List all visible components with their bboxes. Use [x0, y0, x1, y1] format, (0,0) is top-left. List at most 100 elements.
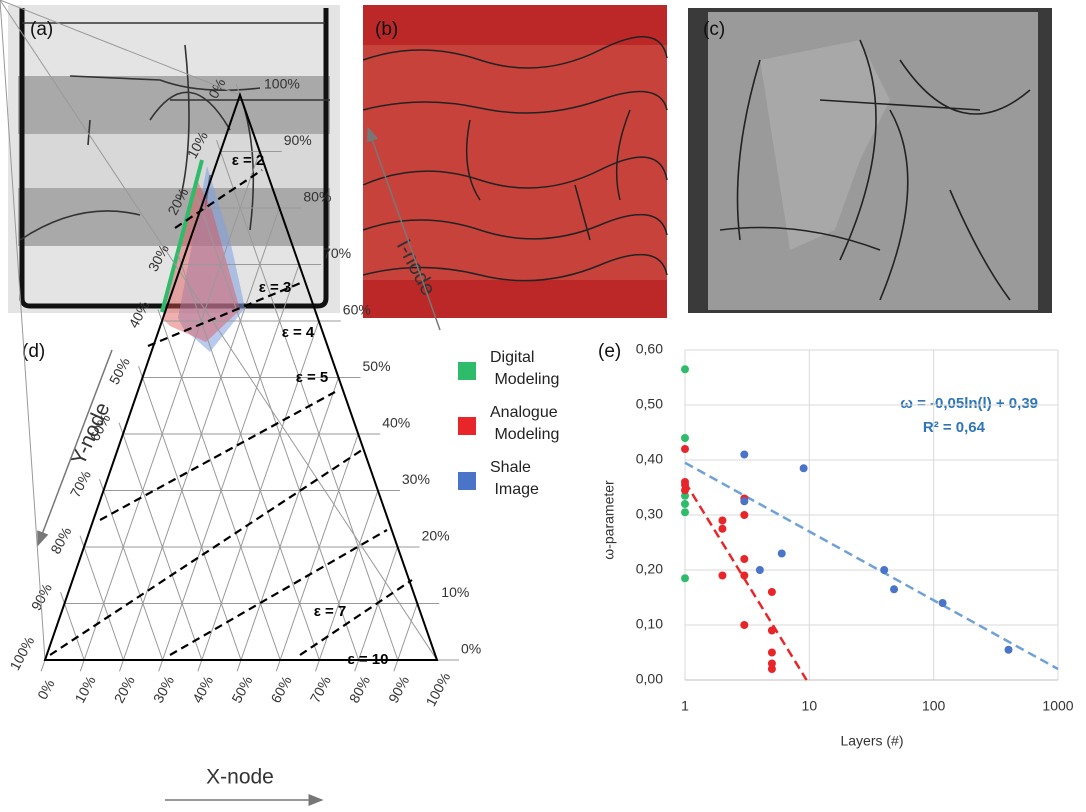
- grid-line: [398, 604, 418, 661]
- x-tick-label: 1: [681, 698, 689, 714]
- y-tick-label: 80%: [47, 524, 74, 556]
- tick-mark: [198, 660, 202, 671]
- epsilon-label: ε = 7: [314, 603, 347, 620]
- i-tick-label: 100%: [264, 76, 300, 92]
- panel-label: (c): [703, 19, 725, 40]
- data-point: [718, 525, 726, 533]
- r-squared: R² = 0,64: [923, 419, 986, 436]
- y-tick-label: 0,00: [636, 671, 663, 687]
- data-point: [800, 464, 808, 472]
- tick-mark: [139, 366, 143, 377]
- x-tick-label: 30%: [150, 673, 177, 705]
- y-tick-label: 50%: [106, 355, 133, 387]
- legend-swatch: [458, 362, 476, 380]
- legend-label: Analogue Modeling: [490, 404, 559, 443]
- data-point: [1005, 646, 1013, 654]
- i-tick-label: 60%: [343, 302, 371, 318]
- tick-mark: [394, 660, 398, 671]
- panel-label: (b): [375, 19, 398, 40]
- data-point: [768, 649, 776, 657]
- grid-line: [319, 491, 378, 661]
- x-tick-label: 0%: [34, 677, 58, 702]
- data-point: [756, 566, 764, 574]
- tick-mark: [80, 536, 84, 547]
- i-tick-label: 50%: [363, 358, 391, 374]
- data-point: [768, 627, 776, 635]
- y-axis-label: ω-parameter: [601, 480, 617, 560]
- grid-line: [104, 491, 163, 661]
- y-tick-label: 0,10: [636, 616, 663, 632]
- data-point: [681, 508, 689, 516]
- data-point: [718, 517, 726, 525]
- data-point: [681, 574, 689, 582]
- y-tick-label: 70%: [67, 468, 94, 500]
- y-tick-label: 0,60: [636, 341, 663, 357]
- data-point: [681, 445, 689, 453]
- epsilon-label: ε = 4: [282, 324, 315, 341]
- x-tick-label: 40%: [189, 673, 216, 705]
- panel-label: (e): [598, 341, 621, 362]
- tick-mark: [159, 660, 163, 671]
- grid-line: [65, 604, 85, 661]
- y-tick-label: 100%: [6, 634, 37, 673]
- tick-mark: [276, 660, 280, 671]
- x-tick-label: 100: [922, 698, 946, 714]
- x-tick-label: 50%: [228, 673, 255, 705]
- data-point: [740, 621, 748, 629]
- i-tick-label: 30%: [402, 471, 430, 487]
- i-tick-label: 40%: [382, 415, 410, 431]
- data-point: [740, 497, 748, 505]
- i-tick-label: 0%: [461, 641, 481, 657]
- data-point: [880, 566, 888, 574]
- x-tick-label: 60%: [267, 673, 294, 705]
- tick-mark: [315, 660, 319, 671]
- data-point: [681, 434, 689, 442]
- i-tick-label: 80%: [303, 189, 331, 205]
- data-point: [768, 588, 776, 596]
- legend-label: Digital Modeling: [490, 349, 559, 388]
- data-point: [740, 511, 748, 519]
- epsilon-label: ε = 2: [232, 152, 265, 169]
- i-tick-label: 20%: [422, 528, 450, 544]
- trendline: [685, 463, 1058, 669]
- x-tick-label: 90%: [385, 673, 412, 705]
- data-point: [681, 500, 689, 508]
- x-tick-label: 100%: [422, 670, 453, 709]
- x-tick-label: 10%: [71, 673, 98, 705]
- x-tick-label: 1000: [1042, 698, 1073, 714]
- epsilon-line: [50, 450, 362, 655]
- data-point: [681, 365, 689, 373]
- data-point: [890, 585, 898, 593]
- tick-mark: [80, 660, 84, 671]
- equation: ω = -0,05ln(l) + 0,39: [900, 395, 1038, 412]
- figure: (a) (b) (c) (d) (e) Y-node I-node X-node…: [0, 0, 1086, 807]
- x-tick-label: 10: [802, 698, 818, 714]
- epsilon-label: ε = 10: [348, 651, 389, 668]
- panel-label: (a): [30, 19, 53, 40]
- data-point: [740, 451, 748, 459]
- axis-arrow: [38, 350, 112, 545]
- i-tick-label: 90%: [284, 132, 312, 148]
- panel-label: (d): [22, 341, 45, 362]
- legend-swatch: [458, 417, 476, 435]
- tick-mark: [61, 592, 65, 603]
- data-point: [768, 665, 776, 673]
- x-tick-label: 20%: [111, 673, 138, 705]
- grid-line: [143, 378, 242, 661]
- data-point: [778, 550, 786, 558]
- y-tick-label: 0,50: [636, 396, 663, 412]
- tick-mark: [41, 660, 45, 671]
- data-point: [939, 599, 947, 607]
- i-tick-label: 70%: [323, 245, 351, 261]
- data-point: [718, 572, 726, 580]
- epsilon-label: ε = 3: [259, 279, 292, 296]
- x-axis-label: Layers (#): [840, 733, 903, 749]
- y-tick-label: 0,30: [636, 506, 663, 522]
- tick-mark: [100, 479, 104, 490]
- y-tick-label: 0,20: [636, 561, 663, 577]
- data-point: [681, 486, 689, 494]
- tick-mark: [119, 423, 123, 434]
- x-tick-label: 70%: [307, 673, 334, 705]
- epsilon-label: ε = 5: [296, 369, 329, 386]
- legend-swatch: [458, 472, 476, 490]
